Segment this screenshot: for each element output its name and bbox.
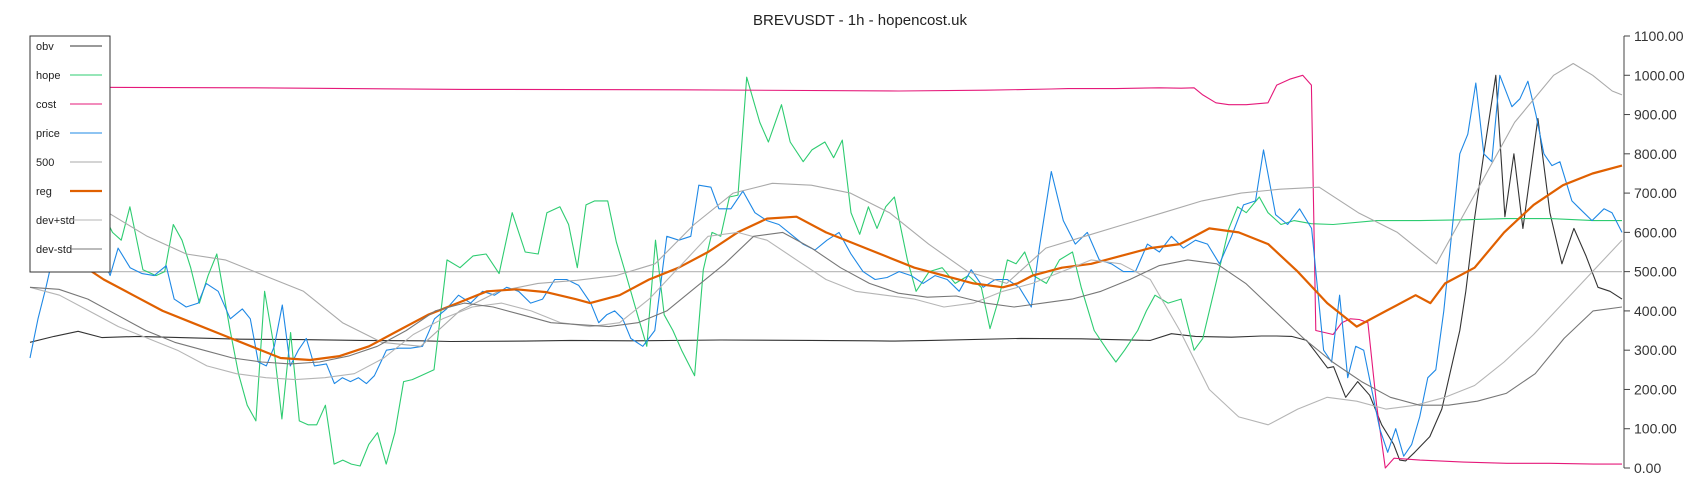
series-line-obv <box>29 74 1623 462</box>
y-tick-label: 400.00 <box>1634 303 1677 319</box>
legend-label: reg <box>36 186 52 198</box>
y-tick-label: 800.00 <box>1634 146 1677 162</box>
series-line-500 <box>29 62 1623 347</box>
chart-title: BREVUSDT - 1h - hopencost.uk <box>753 12 967 29</box>
y-tick-label: 600.00 <box>1634 224 1677 240</box>
series-layer <box>29 62 1623 469</box>
legend-label: obv <box>36 41 54 53</box>
y-tick-label: 1000.00 <box>1634 67 1685 83</box>
y-tick-label: 200.00 <box>1634 381 1677 397</box>
series-line-dev-std <box>29 231 1623 406</box>
y-tick-label: 0.00 <box>1634 460 1661 476</box>
y-tick-label: 700.00 <box>1634 185 1677 201</box>
y-tick-label: 500.00 <box>1634 264 1677 280</box>
legend-label: cost <box>36 99 56 111</box>
y-tick-label: 100.00 <box>1634 421 1677 437</box>
legend: obv hope cost price 500 reg dev+std dev-std <box>29 35 111 273</box>
y-tick-label: 300.00 <box>1634 342 1677 358</box>
series-line-hope <box>29 76 1622 467</box>
series-line-cost <box>29 74 1622 469</box>
legend-label: price <box>36 128 60 140</box>
legend-label: hope <box>36 70 60 82</box>
series-line-dev-std <box>29 231 1623 426</box>
y-tick-label: 1100.00 <box>1634 28 1684 44</box>
legend-label: dev+std <box>36 215 75 227</box>
legend-label: 500 <box>36 157 54 169</box>
y-axis: 0.00 100.00 200.00 300.00 400.00 500.00 600.00… <box>1623 28 1685 476</box>
series-line-reg <box>29 164 1623 362</box>
series-line-price <box>29 74 1623 457</box>
y-tick-label: 900.00 <box>1634 107 1677 123</box>
legend-label: dev-std <box>36 244 72 256</box>
